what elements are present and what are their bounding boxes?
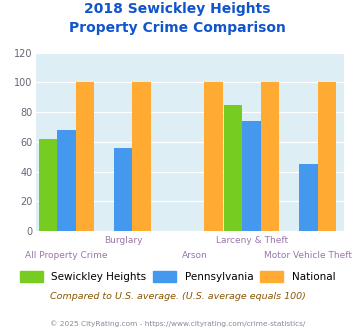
Bar bbox=[242, 121, 261, 231]
Bar bbox=[114, 148, 132, 231]
Text: Motor Vehicle Theft: Motor Vehicle Theft bbox=[264, 251, 352, 260]
Bar bbox=[204, 82, 223, 231]
Bar bbox=[261, 82, 279, 231]
Text: Burglary: Burglary bbox=[104, 236, 142, 245]
Bar bbox=[224, 105, 242, 231]
Bar bbox=[132, 82, 151, 231]
Text: All Property Crime: All Property Crime bbox=[25, 251, 108, 260]
Bar bbox=[57, 130, 76, 231]
Text: Compared to U.S. average. (U.S. average equals 100): Compared to U.S. average. (U.S. average … bbox=[50, 292, 305, 301]
Bar bbox=[299, 164, 318, 231]
Text: Arson: Arson bbox=[182, 251, 208, 260]
Bar bbox=[39, 139, 57, 231]
Text: © 2025 CityRating.com - https://www.cityrating.com/crime-statistics/: © 2025 CityRating.com - https://www.city… bbox=[50, 320, 305, 327]
Bar bbox=[318, 82, 336, 231]
Bar bbox=[76, 82, 94, 231]
Text: 2018 Sewickley Heights: 2018 Sewickley Heights bbox=[84, 2, 271, 16]
Text: Property Crime Comparison: Property Crime Comparison bbox=[69, 21, 286, 35]
Legend: Sewickley Heights, Pennsylvania, National: Sewickley Heights, Pennsylvania, Nationa… bbox=[20, 271, 335, 282]
Text: Larceny & Theft: Larceny & Theft bbox=[215, 236, 288, 245]
